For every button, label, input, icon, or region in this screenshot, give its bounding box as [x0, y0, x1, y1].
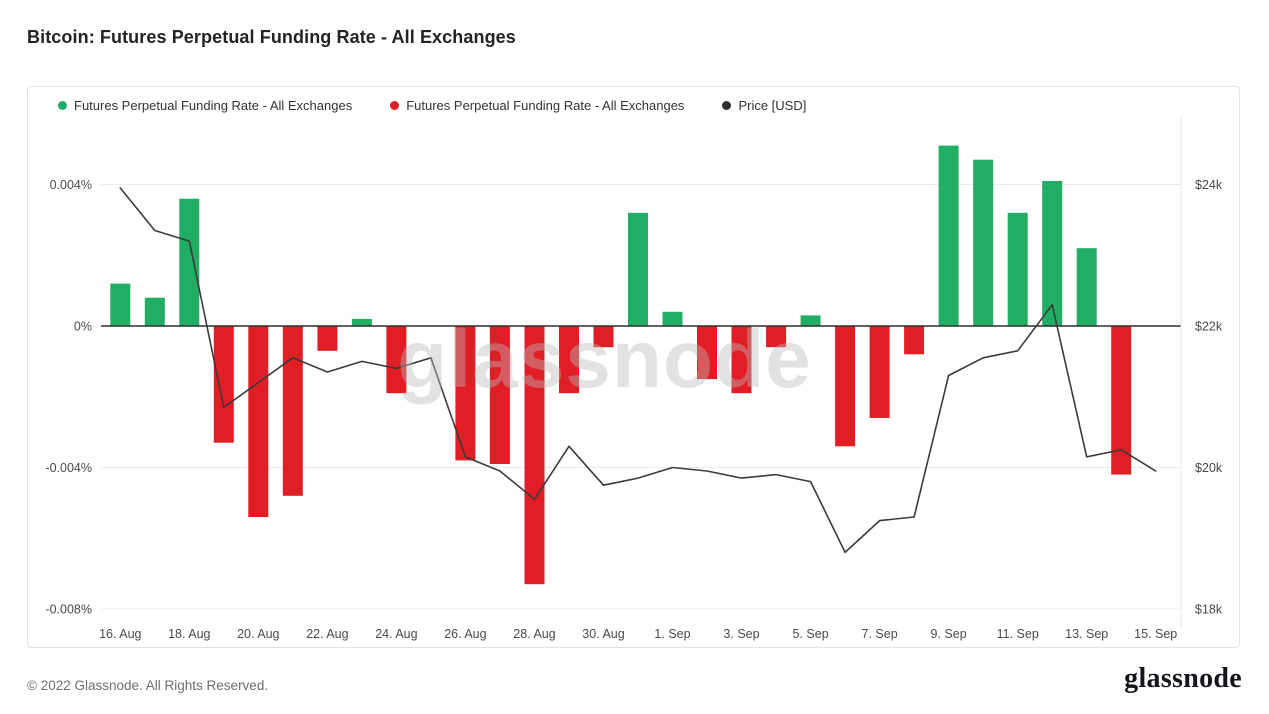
- right-axis-label: $18k: [1195, 603, 1223, 617]
- funding-bar[interactable]: [973, 159, 994, 326]
- left-axis-label: -0.004%: [45, 461, 92, 475]
- funding-bar[interactable]: [144, 297, 165, 326]
- x-axis-label: 13. Sep: [1065, 627, 1108, 641]
- left-axis-label: 0.004%: [50, 178, 92, 192]
- left-axis-label: -0.008%: [45, 603, 92, 617]
- legend-item-price[interactable]: Price [USD]: [722, 98, 806, 113]
- funding-bar[interactable]: [1076, 248, 1097, 326]
- x-axis-label: 24. Aug: [375, 627, 417, 641]
- x-axis-label: 22. Aug: [306, 627, 348, 641]
- price-line[interactable]: [119, 187, 1157, 554]
- chart-legend: Futures Perpetual Funding Rate - All Exc…: [58, 98, 806, 113]
- x-axis-label: 30. Aug: [582, 627, 624, 641]
- funding-bar[interactable]: [386, 326, 407, 394]
- funding-bar[interactable]: [628, 212, 648, 326]
- funding-bar[interactable]: [1007, 212, 1028, 326]
- legend-label-funding-negative: Futures Perpetual Funding Rate - All Exc…: [406, 98, 685, 113]
- funding-bar[interactable]: [1111, 326, 1132, 475]
- x-axis-label: 15. Sep: [1134, 627, 1177, 641]
- legend-marker-green-icon: [58, 101, 67, 110]
- funding-bar[interactable]: [593, 326, 614, 348]
- legend-item-funding-negative[interactable]: Futures Perpetual Funding Rate - All Exc…: [390, 98, 684, 113]
- funding-bar[interactable]: [317, 326, 338, 351]
- funding-bar[interactable]: [904, 326, 925, 355]
- funding-rate-price-chart[interactable]: 0.004% 0% -0.004% -0.008% $24k $22k $20k $18k 16…: [28, 87, 1241, 649]
- funding-bar[interactable]: [869, 326, 890, 418]
- funding-bar[interactable]: [662, 311, 683, 326]
- legend-label-price: Price [USD]: [738, 98, 807, 113]
- glassnode-wordmark: glassnode: [1124, 663, 1242, 694]
- copyright-text: © 2022 Glassnode. All Rights Reserved.: [27, 678, 269, 693]
- funding-bar[interactable]: [731, 326, 752, 394]
- legend-item-funding-positive[interactable]: Futures Perpetual Funding Rate - All Exc…: [58, 98, 352, 113]
- funding-bar[interactable]: [351, 318, 372, 326]
- x-axis-label: 5. Sep: [793, 627, 829, 641]
- x-axis-label: 3. Sep: [723, 627, 759, 641]
- left-axis-label: 0%: [74, 320, 92, 334]
- x-axis-label: 1. Sep: [654, 627, 690, 641]
- funding-bar[interactable]: [559, 326, 579, 394]
- funding-bar[interactable]: [766, 326, 787, 348]
- funding-bar[interactable]: [524, 326, 545, 585]
- x-axis-label: 26. Aug: [444, 627, 486, 641]
- funding-bar[interactable]: [697, 326, 717, 380]
- funding-bar[interactable]: [455, 326, 476, 461]
- page-title: Bitcoin: Futures Perpetual Funding Rate …: [27, 27, 516, 47]
- x-axis-label: 20. Aug: [237, 627, 279, 641]
- funding-bar[interactable]: [489, 326, 510, 464]
- funding-bar[interactable]: [1042, 181, 1063, 326]
- x-axis-label: 9. Sep: [931, 627, 967, 641]
- right-axis-label: $20k: [1195, 461, 1223, 475]
- funding-bar[interactable]: [248, 326, 269, 517]
- funding-bar[interactable]: [179, 198, 200, 326]
- funding-bar[interactable]: [800, 315, 821, 326]
- funding-bar[interactable]: [938, 145, 959, 326]
- x-axis-label: 16. Aug: [99, 627, 141, 641]
- funding-bar[interactable]: [110, 283, 131, 326]
- right-axis-label: $22k: [1195, 320, 1223, 334]
- funding-bar[interactable]: [213, 326, 234, 443]
- x-axis-label: 7. Sep: [862, 627, 898, 641]
- x-axis-label: 18. Aug: [168, 627, 210, 641]
- legend-label-funding-positive: Futures Perpetual Funding Rate - All Exc…: [74, 98, 353, 113]
- x-axis-label: 28. Aug: [513, 627, 555, 641]
- legend-marker-black-icon: [722, 101, 732, 110]
- legend-marker-red-icon: [390, 101, 400, 110]
- funding-bar[interactable]: [282, 326, 303, 496]
- chart-panel: Futures Perpetual Funding Rate - All Exc…: [27, 86, 1240, 648]
- x-axis-label: 11. Sep: [997, 627, 1039, 641]
- funding-bar[interactable]: [835, 326, 856, 447]
- right-axis-label: $24k: [1195, 178, 1223, 192]
